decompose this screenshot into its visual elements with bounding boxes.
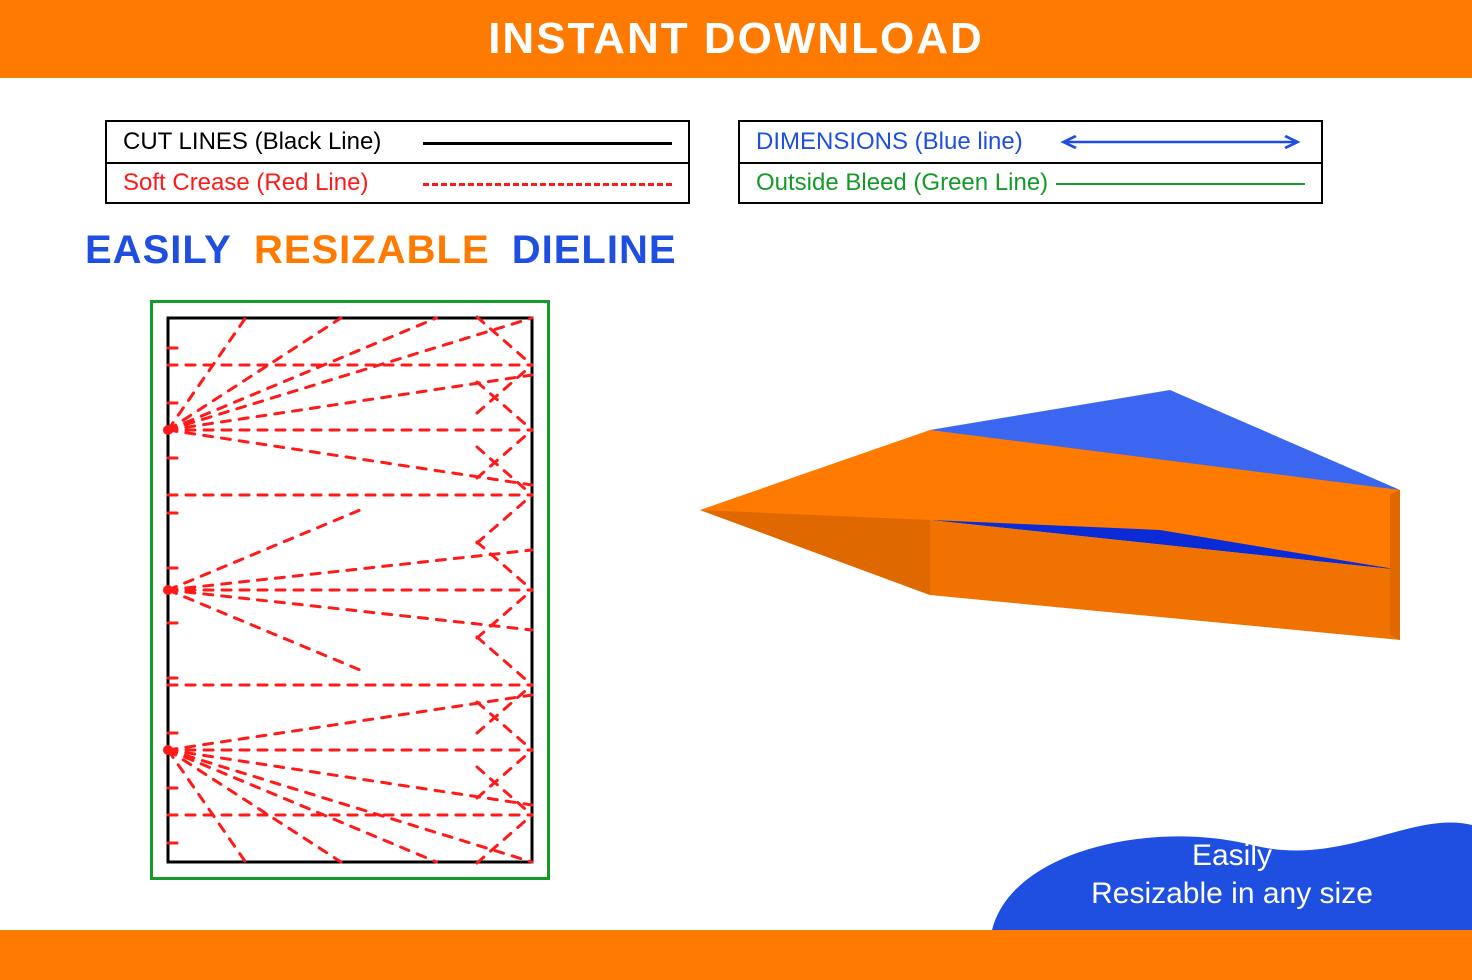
legend-sample-cut (423, 132, 672, 152)
legend-row-crease: Soft Crease (Red Line) (107, 162, 688, 202)
dieline-diagram (150, 300, 550, 885)
legend-row-cut: CUT LINES (Black Line) (107, 122, 688, 162)
box3d-svg (700, 360, 1400, 640)
dashed-line-icon (423, 183, 672, 186)
legend: CUT LINES (Black Line) Soft Crease (Red … (105, 120, 1323, 204)
footer-bar (0, 930, 1472, 980)
legend-sample-dimensions (1056, 132, 1305, 152)
headline-word-dieline: DIELINE (512, 228, 677, 273)
solid-line-icon (423, 142, 672, 145)
legend-label-cut: CUT LINES (Black Line) (123, 128, 423, 156)
legend-box-right: DIMENSIONS (Blue line) Outside Bleed (Gr… (738, 120, 1323, 204)
corner-badge-line2: Resizable in any size (1022, 875, 1442, 913)
corner-badge-line1: Easily (1022, 837, 1442, 875)
legend-label-crease: Soft Crease (Red Line) (123, 169, 423, 197)
headline-word-resizable: RESIZABLE (254, 228, 490, 273)
legend-label-bleed: Outside Bleed (Green Line) (756, 169, 1056, 197)
thin-line-icon (1056, 183, 1305, 185)
legend-sample-crease (423, 173, 672, 193)
arrow-line-icon (1056, 132, 1305, 152)
legend-row-bleed: Outside Bleed (Green Line) (740, 162, 1321, 202)
legend-row-dimensions: DIMENSIONS (Blue line) (740, 122, 1321, 162)
corner-badge: Easily Resizable in any size (992, 790, 1472, 930)
legend-sample-bleed (1056, 173, 1305, 193)
page-root: INSTANT DOWNLOAD CUT LINES (Black Line) … (0, 0, 1472, 980)
header-bar: INSTANT DOWNLOAD (0, 0, 1472, 78)
legend-label-dimensions: DIMENSIONS (Blue line) (756, 128, 1056, 156)
legend-box-left: CUT LINES (Black Line) Soft Crease (Red … (105, 120, 690, 204)
headline-word-easily: EASILY (85, 228, 232, 273)
header-title: INSTANT DOWNLOAD (488, 14, 984, 64)
dieline-svg (150, 300, 550, 880)
corner-badge-text: Easily Resizable in any size (1022, 837, 1442, 912)
box-3d-render (700, 360, 1400, 645)
headline: EASILY RESIZABLE DIELINE (85, 228, 677, 273)
